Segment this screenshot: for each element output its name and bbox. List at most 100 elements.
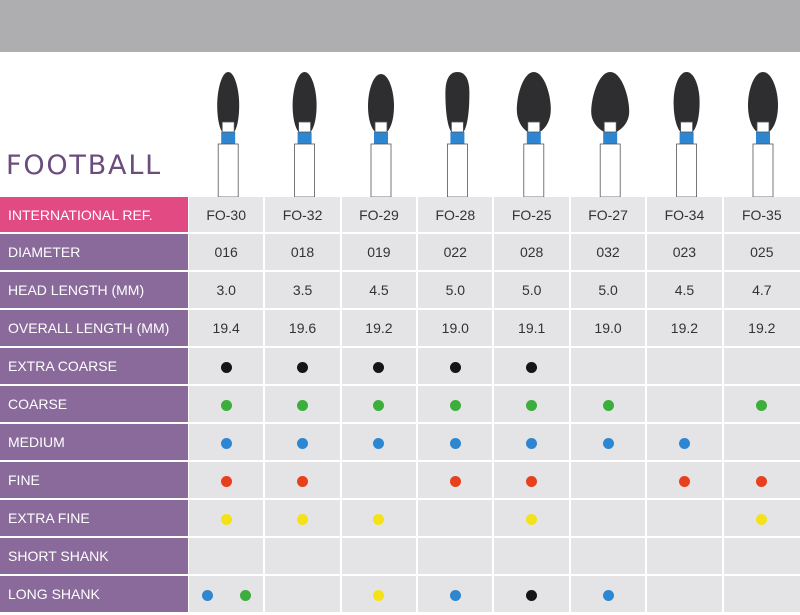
value-cell: 4.7 bbox=[723, 272, 800, 310]
row-label: EXTRA FINE bbox=[0, 500, 189, 538]
black-dot-icon bbox=[220, 361, 232, 373]
diamond-bur-icon bbox=[368, 74, 394, 197]
blue-dot-icon bbox=[297, 437, 309, 449]
grit-cell bbox=[723, 462, 800, 500]
row-label: COARSE bbox=[0, 386, 189, 424]
value-cell: 023 bbox=[647, 234, 724, 272]
diamond-bur-icon bbox=[516, 72, 551, 197]
row-label: LONG SHANK bbox=[0, 576, 189, 614]
black-dot-icon bbox=[297, 361, 309, 373]
grit-cell bbox=[494, 348, 571, 386]
grit-cell bbox=[265, 462, 342, 500]
spec-row: OVERALL LENGTH (MM) 19.4 19.6 19.2 19.0 19.1 1… bbox=[0, 310, 800, 348]
grit-cell bbox=[570, 386, 648, 424]
grit-cell bbox=[647, 538, 724, 576]
diamond-bur-icon bbox=[292, 72, 317, 197]
grit-cell bbox=[188, 424, 266, 462]
header-row: INTERNATIONAL REF. FO-30 FO-32 FO-29 FO-28 FO… bbox=[0, 197, 800, 234]
diamond-bur-icon bbox=[591, 72, 630, 197]
row-label: INTERNATIONAL REF. bbox=[0, 197, 189, 234]
grit-cell bbox=[723, 386, 800, 424]
ref-cell: FO-32 bbox=[265, 197, 342, 234]
green-dot-icon bbox=[526, 399, 538, 411]
value-cell: 5.0 bbox=[494, 272, 571, 310]
value-cell: 5.0 bbox=[418, 272, 495, 310]
grit-cell bbox=[265, 386, 342, 424]
grit-cell bbox=[647, 500, 724, 538]
grit-cell bbox=[341, 386, 419, 424]
grit-cell bbox=[723, 576, 800, 614]
grit-cell bbox=[188, 386, 266, 424]
grit-cell bbox=[570, 348, 648, 386]
value-cell: 19.2 bbox=[647, 310, 724, 348]
green-dot-icon bbox=[220, 399, 232, 411]
red-dot-icon bbox=[678, 475, 690, 487]
value-cell: 4.5 bbox=[647, 272, 724, 310]
yellow-dot-icon bbox=[526, 513, 538, 525]
value-cell: 19.0 bbox=[418, 310, 495, 348]
top-banner bbox=[0, 0, 800, 52]
red-dot-icon bbox=[526, 475, 538, 487]
green-dot-icon bbox=[297, 399, 309, 411]
grit-cell bbox=[647, 576, 724, 614]
grit-cell bbox=[265, 500, 342, 538]
value-cell: 4.5 bbox=[341, 272, 419, 310]
red-dot-icon bbox=[449, 475, 461, 487]
grit-cell bbox=[265, 576, 342, 614]
grit-cell bbox=[723, 538, 800, 576]
grit-cell bbox=[418, 576, 495, 614]
value-cell: 028 bbox=[494, 234, 571, 272]
value-cell: 19.6 bbox=[265, 310, 342, 348]
page-title: FOOTBALL bbox=[6, 150, 163, 181]
value-cell: 018 bbox=[265, 234, 342, 272]
diamond-bur-icon bbox=[748, 72, 778, 197]
green-dot-icon bbox=[602, 399, 614, 411]
blue-dot-icon bbox=[201, 589, 213, 601]
value-cell: 019 bbox=[341, 234, 419, 272]
value-cell: 19.2 bbox=[723, 310, 800, 348]
grit-cell bbox=[418, 500, 495, 538]
grit-cell bbox=[723, 348, 800, 386]
grit-cell bbox=[188, 576, 266, 614]
grit-row: LONG SHANK bbox=[0, 576, 800, 614]
row-label: SHORT SHANK bbox=[0, 538, 189, 576]
black-dot-icon bbox=[449, 361, 461, 373]
grit-cell bbox=[341, 462, 419, 500]
blue-dot-icon bbox=[602, 589, 614, 601]
grit-cell bbox=[188, 348, 266, 386]
grit-cell bbox=[341, 576, 419, 614]
diamond-bur-icon bbox=[217, 72, 240, 197]
grit-cell bbox=[494, 576, 571, 614]
green-dot-icon bbox=[449, 399, 461, 411]
grit-cell bbox=[341, 538, 419, 576]
red-dot-icon bbox=[756, 475, 768, 487]
value-cell: 022 bbox=[418, 234, 495, 272]
black-dot-icon bbox=[373, 361, 385, 373]
grit-cell bbox=[341, 348, 419, 386]
row-label: OVERALL LENGTH (MM) bbox=[0, 310, 189, 348]
value-cell: 19.4 bbox=[188, 310, 266, 348]
grit-row: EXTRA FINE bbox=[0, 500, 800, 538]
grit-row: FINE bbox=[0, 462, 800, 500]
grit-cell bbox=[647, 462, 724, 500]
value-cell: 016 bbox=[188, 234, 266, 272]
ref-cell: FO-29 bbox=[341, 197, 419, 234]
blue-dot-icon bbox=[526, 437, 538, 449]
diamond-bur-icon bbox=[445, 72, 470, 197]
ref-cell: FO-30 bbox=[188, 197, 266, 234]
specification-table: INTERNATIONAL REF. FO-30 FO-32 FO-29 FO-28 FO… bbox=[0, 197, 800, 614]
ref-cell: FO-34 bbox=[647, 197, 724, 234]
blue-dot-icon bbox=[449, 589, 461, 601]
value-cell: 025 bbox=[723, 234, 800, 272]
grit-cell bbox=[265, 348, 342, 386]
grit-cell bbox=[494, 538, 571, 576]
blue-dot-icon bbox=[602, 437, 614, 449]
grit-row: SHORT SHANK bbox=[0, 538, 800, 576]
grit-cell bbox=[265, 424, 342, 462]
grit-cell bbox=[570, 424, 648, 462]
grit-cell bbox=[494, 424, 571, 462]
row-label: DIAMETER bbox=[0, 234, 189, 272]
red-dot-icon bbox=[220, 475, 232, 487]
yellow-dot-icon bbox=[373, 513, 385, 525]
spec-row: DIAMETER 016 018 019 022 028 032 023 025 bbox=[0, 234, 800, 272]
